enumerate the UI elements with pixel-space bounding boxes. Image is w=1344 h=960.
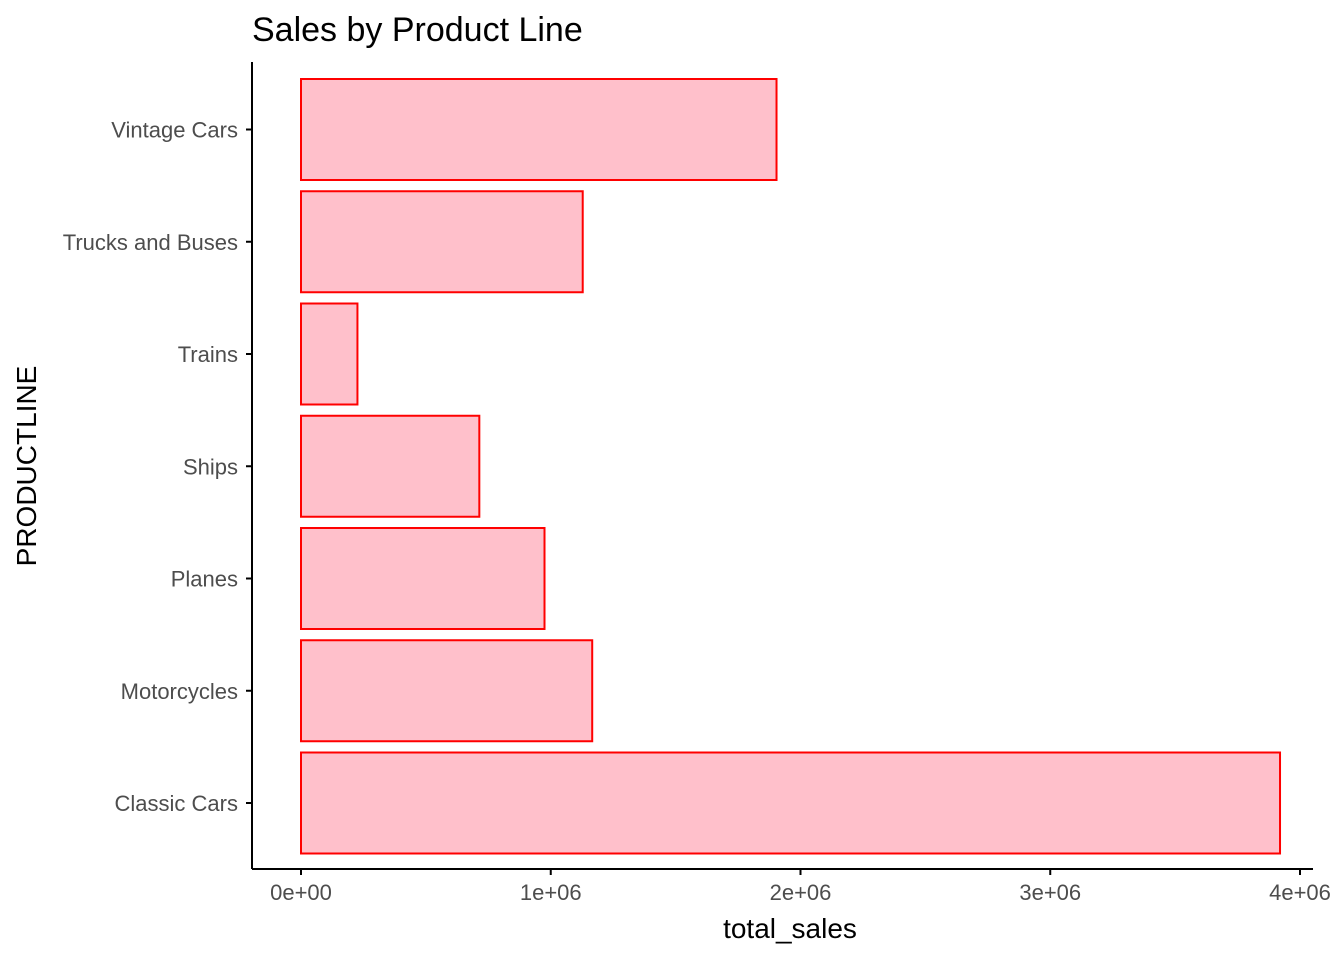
y-axis-ticks: Classic Cars Motorcycles Planes Ships Trains… [63,118,252,816]
y-axis-title: PRODUCTLINE [11,366,42,567]
bar-motorcycles [300,639,594,743]
x-tick-label: 2e+06 [770,880,832,905]
y-tick-label: Trucks and Buses [63,230,238,255]
y-tick-label: Planes [171,567,238,592]
y-tick-label: Motorcycles [121,679,238,704]
bar-trains [300,302,359,406]
x-axis-ticks: 0e+00 1e+06 2e+06 3e+06 4e+06 [270,869,1331,905]
x-tick-label: 4e+06 [1269,880,1331,905]
bar-vintage-cars [300,78,778,181]
y-tick-label: Trains [178,342,238,367]
y-tick-label: Ships [183,454,238,479]
bars-group [300,78,1282,855]
x-tick-label: 1e+06 [520,880,582,905]
bar-planes [300,527,546,630]
chart-title: Sales by Product Line [252,11,583,49]
bar-trucks-and-buses [300,190,584,294]
x-tick-label: 0e+00 [270,880,332,905]
x-axis-title: total_sales [723,913,857,944]
bar-ships [300,414,481,518]
y-tick-label: Vintage Cars [111,118,238,143]
x-tick-label: 3e+06 [1019,880,1081,905]
y-tick-label: Classic Cars [115,791,238,816]
bar-classic-cars [300,751,1282,855]
